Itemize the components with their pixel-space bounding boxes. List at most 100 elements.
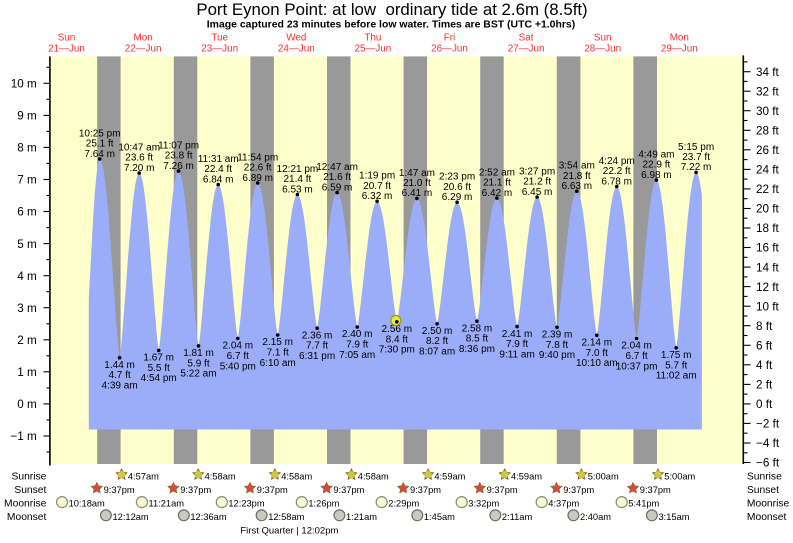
svg-text:1:26pm: 1:26pm xyxy=(308,499,339,509)
svg-text:25—Jun: 25—Jun xyxy=(355,43,392,54)
svg-text:1:21am: 1:21am xyxy=(346,512,377,522)
svg-text:2.39 m: 2.39 m xyxy=(542,330,573,341)
svg-text:6.78 m: 6.78 m xyxy=(601,176,632,187)
svg-text:8:07 am: 8:07 am xyxy=(419,347,455,358)
svg-text:12:21 pm: 12:21 pm xyxy=(277,164,319,175)
svg-text:14 ft: 14 ft xyxy=(756,261,779,274)
svg-text:0 m: 0 m xyxy=(17,398,36,411)
svg-text:7.9 ft: 7.9 ft xyxy=(506,339,528,350)
svg-text:30 ft: 30 ft xyxy=(756,105,779,118)
svg-text:2:11am: 2:11am xyxy=(502,512,533,522)
svg-text:22.2 ft: 22.2 ft xyxy=(603,166,631,177)
svg-text:−1 m: −1 m xyxy=(10,430,36,443)
svg-text:10:10 am: 10:10 am xyxy=(576,358,618,369)
svg-text:8 ft: 8 ft xyxy=(756,320,773,333)
svg-text:2.04 m: 2.04 m xyxy=(223,341,254,352)
svg-text:6.84 m: 6.84 m xyxy=(203,174,234,185)
svg-text:21.8 ft: 21.8 ft xyxy=(563,171,591,182)
svg-text:5:00am: 5:00am xyxy=(664,471,695,481)
svg-text:Fri: Fri xyxy=(444,33,456,44)
svg-text:2:40am: 2:40am xyxy=(580,512,611,522)
svg-text:4:37pm: 4:37pm xyxy=(548,499,579,509)
svg-text:8.5 ft: 8.5 ft xyxy=(466,334,488,345)
svg-text:23.6 ft: 23.6 ft xyxy=(125,153,153,164)
svg-text:Moonset: Moonset xyxy=(747,512,787,523)
svg-text:2.56 m: 2.56 m xyxy=(382,324,413,335)
svg-text:7.9 ft: 7.9 ft xyxy=(346,340,368,351)
svg-text:2.36 m: 2.36 m xyxy=(302,330,333,341)
svg-text:4 ft: 4 ft xyxy=(756,359,773,372)
svg-text:27—Jun: 27—Jun xyxy=(508,43,545,54)
svg-text:6.89 m: 6.89 m xyxy=(242,173,273,184)
svg-text:5:15 pm: 5:15 pm xyxy=(678,142,714,153)
svg-text:5 m: 5 m xyxy=(17,238,36,251)
svg-text:10:37 pm: 10:37 pm xyxy=(616,361,658,372)
svg-text:21.4 ft: 21.4 ft xyxy=(283,174,311,185)
svg-text:4:58am: 4:58am xyxy=(281,471,312,481)
svg-text:11:21am: 11:21am xyxy=(149,499,185,509)
svg-text:18 ft: 18 ft xyxy=(756,222,779,235)
svg-text:16 ft: 16 ft xyxy=(756,242,779,255)
svg-text:6.63 m: 6.63 m xyxy=(562,181,593,192)
svg-text:Mon: Mon xyxy=(133,33,152,44)
svg-text:7.8 ft: 7.8 ft xyxy=(546,340,568,351)
svg-text:−4 ft: −4 ft xyxy=(756,437,780,450)
svg-text:24—Jun: 24—Jun xyxy=(278,43,315,54)
svg-text:9:37pm: 9:37pm xyxy=(410,485,441,495)
svg-text:Moonrise: Moonrise xyxy=(747,499,790,510)
svg-text:9:37pm: 9:37pm xyxy=(257,485,288,495)
svg-text:22.4 ft: 22.4 ft xyxy=(204,164,232,175)
svg-text:1.44 m: 1.44 m xyxy=(104,360,135,371)
svg-text:7.22 m: 7.22 m xyxy=(681,162,712,173)
svg-text:10 ft: 10 ft xyxy=(756,300,779,313)
svg-text:5:40 pm: 5:40 pm xyxy=(220,361,256,372)
svg-text:4:24 pm: 4:24 pm xyxy=(599,156,635,167)
svg-text:5.7 ft: 5.7 ft xyxy=(665,360,687,371)
svg-text:Moonrise: Moonrise xyxy=(4,499,47,510)
svg-text:Sun: Sun xyxy=(594,33,612,44)
svg-text:26—Jun: 26—Jun xyxy=(431,43,468,54)
svg-text:2.50 m: 2.50 m xyxy=(422,326,453,337)
svg-text:21—Jun: 21—Jun xyxy=(48,43,85,54)
svg-text:Sat: Sat xyxy=(519,33,534,44)
svg-text:4:58am: 4:58am xyxy=(205,471,236,481)
svg-text:22.9 ft: 22.9 ft xyxy=(642,160,670,171)
svg-text:1:45am: 1:45am xyxy=(424,512,455,522)
svg-text:2.58 m: 2.58 m xyxy=(462,323,493,334)
svg-text:23—Jun: 23—Jun xyxy=(201,43,238,54)
svg-text:20.7 ft: 20.7 ft xyxy=(363,181,391,192)
svg-text:25.1 ft: 25.1 ft xyxy=(86,139,114,150)
svg-text:3 m: 3 m xyxy=(17,302,36,315)
svg-text:20.6 ft: 20.6 ft xyxy=(443,182,471,193)
svg-text:28 ft: 28 ft xyxy=(756,125,779,138)
svg-text:0 ft: 0 ft xyxy=(756,398,773,411)
svg-text:6.41 m: 6.41 m xyxy=(402,188,433,199)
svg-text:22 ft: 22 ft xyxy=(756,183,779,196)
svg-text:12:12am: 12:12am xyxy=(113,512,149,522)
svg-text:21.0 ft: 21.0 ft xyxy=(403,178,431,189)
svg-text:9:37pm: 9:37pm xyxy=(180,485,211,495)
svg-text:10:25 pm: 10:25 pm xyxy=(79,128,121,139)
svg-text:11:54 pm: 11:54 pm xyxy=(237,152,278,163)
svg-text:5:41pm: 5:41pm xyxy=(628,499,659,509)
svg-text:6.53 m: 6.53 m xyxy=(282,184,313,195)
svg-text:9:37pm: 9:37pm xyxy=(104,485,135,495)
svg-text:12:23pm: 12:23pm xyxy=(228,499,264,509)
svg-text:1.81 m: 1.81 m xyxy=(183,348,214,359)
svg-text:6.7 ft: 6.7 ft xyxy=(625,351,647,362)
svg-text:5:00am: 5:00am xyxy=(588,471,619,481)
svg-text:8 m: 8 m xyxy=(17,142,36,155)
svg-text:2.41 m: 2.41 m xyxy=(502,329,533,340)
svg-text:6.45 m: 6.45 m xyxy=(522,187,553,198)
svg-text:6.98 m: 6.98 m xyxy=(641,170,672,181)
svg-text:4.7 ft: 4.7 ft xyxy=(108,370,130,381)
svg-text:Moonset: Moonset xyxy=(7,512,47,523)
svg-text:12:58am: 12:58am xyxy=(268,512,304,522)
svg-text:4:59am: 4:59am xyxy=(511,471,542,481)
svg-text:7:05 am: 7:05 am xyxy=(339,350,375,361)
svg-text:Mon: Mon xyxy=(670,33,689,44)
svg-text:23.8 ft: 23.8 ft xyxy=(165,151,193,162)
svg-text:8.2 ft: 8.2 ft xyxy=(426,336,448,347)
svg-text:2:29pm: 2:29pm xyxy=(388,499,419,509)
svg-text:3:54 am: 3:54 am xyxy=(559,161,595,172)
